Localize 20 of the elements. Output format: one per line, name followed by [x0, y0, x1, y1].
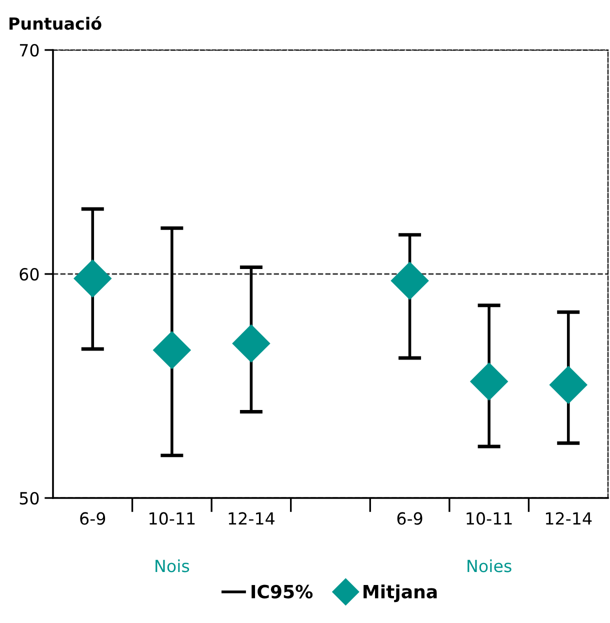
point	[232, 324, 270, 363]
point	[549, 366, 588, 404]
y-axis-title: Puntuació	[10, 16, 102, 30]
x-tick-label: 6-9	[397, 512, 422, 525]
point	[470, 362, 508, 401]
text: Nois	[156, 559, 190, 572]
point	[152, 331, 192, 370]
text: Noies	[468, 559, 512, 572]
y-tick-label: 50	[20, 492, 39, 505]
x-tick-label: 10-11	[150, 512, 195, 525]
x-tick-label: 6-9	[80, 512, 106, 525]
point	[74, 259, 112, 298]
y-tick-label: 70	[20, 44, 39, 57]
x-tick-label: 10-11	[466, 512, 512, 525]
point	[390, 262, 429, 300]
legend-label: Mitjana	[364, 584, 437, 602]
y-tick-label: 60	[20, 268, 39, 281]
x-tick-label: 12-14	[546, 512, 592, 525]
x-tick-label: 12-14	[228, 512, 274, 525]
text: IC95%	[252, 584, 313, 598]
